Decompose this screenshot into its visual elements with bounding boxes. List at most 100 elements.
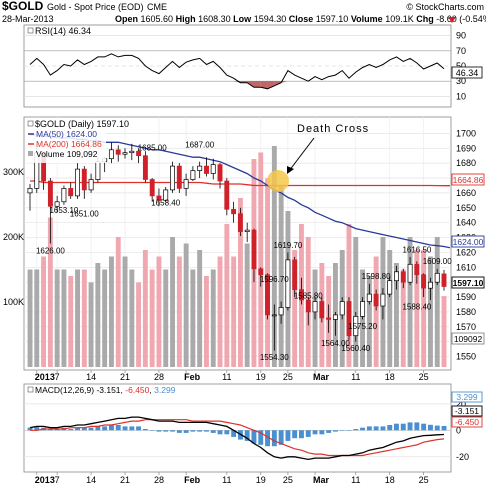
volume-bar — [95, 263, 101, 367]
legend-volume: Volume 109,092 — [36, 149, 98, 159]
macd-value-boxes: 3.299 -3.151 -6.450 — [451, 391, 483, 428]
candle-body — [27, 188, 33, 194]
signal-line — [30, 419, 445, 457]
histogram-bar — [285, 430, 291, 441]
x-tick-label: Mar — [313, 372, 330, 382]
histogram-bar — [387, 425, 393, 431]
volume-bar — [210, 269, 216, 367]
volume-bar — [231, 256, 237, 367]
x-tick-label: 25 — [283, 475, 293, 485]
candle-body — [176, 165, 182, 189]
volume-bar — [407, 237, 413, 367]
histogram-bar — [170, 430, 175, 432]
candle-body — [95, 161, 101, 180]
price-point-label: 1626.00 — [36, 247, 65, 256]
candle-body — [353, 316, 359, 337]
rsi-oversold-fill — [253, 81, 261, 88]
rsi-value-box: 46.34 — [451, 66, 483, 79]
histogram-bar — [54, 429, 60, 431]
candle-body — [265, 274, 270, 316]
candle-body — [285, 259, 291, 308]
histogram-bar — [312, 430, 318, 435]
candle-body — [88, 179, 94, 191]
rsi-level-label: 30 — [456, 76, 466, 86]
volume-bar — [156, 256, 162, 367]
svg-text:-3.151: -3.151 — [455, 406, 479, 416]
candle-body — [115, 149, 121, 155]
candle-body — [75, 168, 80, 197]
volume-bar — [434, 237, 440, 367]
price-point-label: 1554.30 — [260, 353, 289, 362]
price-point-label: 1609.00 — [423, 257, 452, 266]
x-tick-label: 11 — [222, 475, 231, 485]
open-value: 1605.60 — [141, 14, 174, 24]
candle-body — [81, 168, 87, 191]
volume-bar — [204, 276, 209, 367]
rsi-panel: RSI(14) 46.34 90 70 50 30 10 46.34 — [23, 24, 483, 108]
x-tick-label: 2013 — [35, 475, 55, 485]
x-axis-bottom: 2013 7 14 21 28 Feb 11 19 25 Mar 11 18 25 — [35, 472, 429, 485]
candle-body — [373, 293, 379, 307]
price-point-label: 1619.70 — [273, 241, 302, 250]
rsi-oversold-fill — [281, 81, 288, 83]
histogram-bar — [102, 426, 108, 431]
volume-bar — [414, 250, 420, 367]
chart-legend-icon — [27, 386, 34, 393]
volume-axis-labels: 300K 200K 100K — [3, 167, 24, 307]
volume-bar — [54, 269, 60, 367]
volume-bar — [41, 256, 46, 367]
signal-value-box: -6.450 — [451, 416, 483, 428]
volume-bar — [428, 256, 433, 367]
volume-bar — [224, 224, 230, 367]
candle-body — [332, 314, 338, 320]
rsi-level-label: 70 — [456, 46, 466, 56]
volume-bar — [278, 185, 284, 367]
histogram-bar — [47, 429, 53, 431]
price-tick-label: 1700 — [456, 128, 476, 138]
price-point-label: 1658.40 — [151, 198, 180, 207]
x-tick-label: 7 — [55, 475, 60, 485]
price-tick-label: 1570 — [456, 322, 476, 332]
volume-bar — [292, 250, 298, 367]
histogram-bar — [27, 427, 33, 431]
macd-line — [29, 416, 445, 461]
histogram-bar — [88, 427, 94, 431]
volume-bar — [387, 250, 393, 367]
histogram-bar — [129, 426, 135, 431]
histogram-bar — [251, 430, 257, 444]
histogram-bar — [122, 426, 128, 431]
rsi-legend: RSI(14) 46.34 — [27, 26, 91, 36]
volume-bar — [258, 152, 264, 367]
histogram-bar — [366, 426, 372, 431]
candle-body — [441, 273, 447, 287]
volume-bar — [346, 224, 352, 367]
chg-value: -8.60 (-0.54%) — [436, 14, 486, 24]
volume-bar — [176, 256, 182, 367]
close-value-box: 1597.10 — [451, 276, 485, 289]
histogram-bar — [149, 430, 155, 431]
histogram-bar — [176, 430, 182, 433]
histogram-bar — [183, 430, 189, 433]
svg-text:1624.00: 1624.00 — [453, 237, 484, 247]
volume-tick-label: 100K — [3, 297, 24, 307]
macd-panel-frame — [23, 383, 452, 473]
volume-bar — [400, 269, 406, 367]
ma200-line — [30, 180, 450, 187]
volume-tick-label: 200K — [3, 232, 24, 242]
volume-bar — [109, 256, 114, 367]
svg-text:Open 1605.60 High 1608.30 Lo: Open 1605.60 High 1608.30 Low 1594.30 Cl… — [115, 14, 486, 24]
candle-body — [190, 170, 196, 180]
price-value-boxes: 1664.86 1624.00 1597.10 109092 — [451, 173, 485, 345]
candle-body — [299, 289, 304, 301]
volume-bar — [136, 282, 141, 367]
candle-body — [339, 301, 345, 316]
macd-histogram — [27, 422, 447, 447]
death-cross-arrow — [288, 137, 315, 172]
x-axis-middle: 2013 7 14 21 28 Feb 11 19 25 Mar 11 18 25 — [35, 370, 429, 382]
svg-text:46.34: 46.34 — [456, 68, 479, 78]
candle-body — [258, 268, 264, 276]
high-value: 1608.30 — [198, 14, 231, 24]
macd-tick-label: 20 — [456, 399, 466, 409]
candle-body — [217, 164, 223, 182]
candlesticks — [27, 142, 447, 351]
